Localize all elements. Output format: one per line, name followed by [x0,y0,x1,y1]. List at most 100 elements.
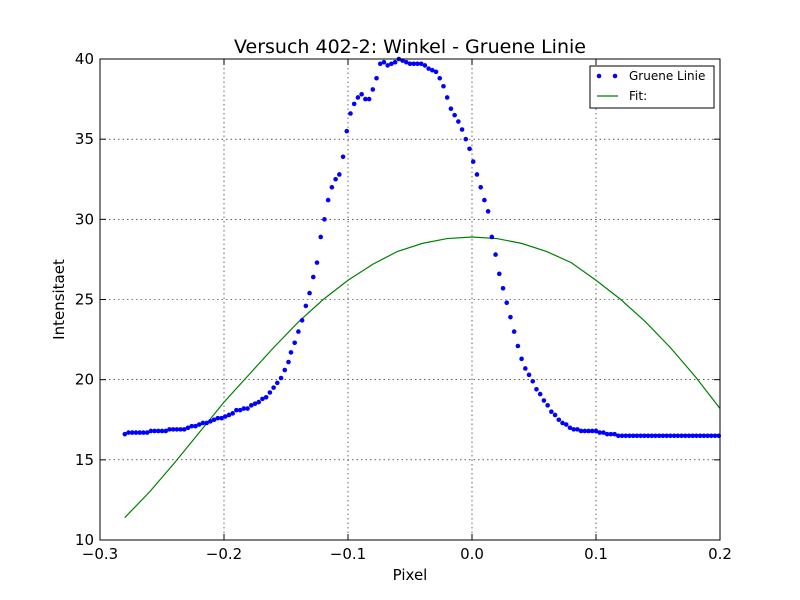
data-point [385,63,390,68]
data-point [322,217,327,222]
legend-entry-fit: Fit: [597,89,647,103]
data-point [182,427,187,432]
data-point [593,428,599,434]
data-point [252,401,258,407]
data-point [441,83,446,89]
data-point [526,372,532,378]
legend-label-gruene-linie: Gruene Linie [629,69,705,83]
data-point [241,406,247,411]
data-point [366,96,372,102]
data-point [701,433,707,439]
x-axis-label: Pixel [393,566,428,584]
y-tick-label: 30 [75,210,94,228]
data-point [649,433,655,439]
data-point [159,428,165,434]
data-point [705,433,710,439]
data-point [686,433,692,439]
data-point [482,197,487,203]
data-point [222,414,228,419]
data-point [211,417,217,423]
legend-box [589,65,715,109]
data-point [463,136,469,142]
data-point [204,420,209,426]
x-tick-label: 0.2 [708,545,732,563]
data-point [474,172,480,177]
data-point [671,433,677,439]
data-point [500,285,506,291]
data-point [337,172,342,177]
data-point [260,396,265,402]
y-tick-label: 20 [75,371,94,389]
data-point [263,395,269,400]
data-point [248,403,254,408]
data-point [675,433,681,439]
data-point [567,425,573,431]
data-point [496,271,502,277]
data-point [148,428,154,434]
data-point [712,433,718,439]
data-point [355,95,361,100]
data-point [511,329,517,334]
data-point [318,234,324,240]
y-tick-label: 15 [75,451,94,469]
chart-title: Versuch 402-2: Winkel - Gruene Linie [234,36,586,58]
axis-ticks [99,58,721,541]
x-tick-label: 0.1 [584,545,608,563]
tick-labels: −0.3 −0.2 −0.1 0.0 0.1 0.2 10 15 20 25 30 35 40 [75,50,732,563]
data-point [245,406,250,411]
data-point [314,260,320,265]
data-point [515,343,521,349]
data-point [444,95,450,100]
y-tick-label: 10 [75,531,94,549]
data-point [608,431,614,437]
data-point [452,112,457,118]
data-point [193,423,198,429]
legend: Gruene Linie Fit: [589,65,715,109]
data-point [310,274,316,280]
legend-marker-dot [596,73,602,79]
y-tick-label: 25 [75,291,94,309]
data-point [470,159,476,164]
data-point [545,403,550,408]
data-point [697,433,703,439]
y-tick-label: 35 [75,130,94,148]
data-point [504,300,510,306]
data-point [307,290,312,296]
data-point [374,75,379,81]
data-point [137,430,142,435]
data-point [656,433,662,439]
data-point [407,61,413,67]
x-tick-label: −0.2 [206,545,242,563]
data-point [433,69,439,75]
data-point [133,430,139,435]
data-point [467,146,472,152]
fit-line [124,236,721,518]
data-point [288,350,294,355]
data-point [286,359,291,365]
data-point [627,433,632,439]
data-point [392,59,398,65]
x-tick-label: −0.1 [330,545,366,563]
data-point [363,96,368,102]
data-point [630,433,636,439]
data-series [122,56,722,439]
data-point [437,75,443,81]
data-point [299,318,305,323]
data-point [185,425,191,431]
data-point [122,431,128,437]
data-point [612,431,617,437]
data-point [519,356,524,362]
data-point [329,184,335,190]
data-point [234,407,239,413]
data-point [200,420,206,426]
data-point [256,399,262,405]
data-point [623,433,629,439]
data-point [141,430,146,435]
data-point [167,427,172,432]
data-point [403,59,409,65]
data-point [694,433,699,439]
data-point [196,422,202,427]
data-point [563,422,569,427]
data-point [237,407,243,413]
